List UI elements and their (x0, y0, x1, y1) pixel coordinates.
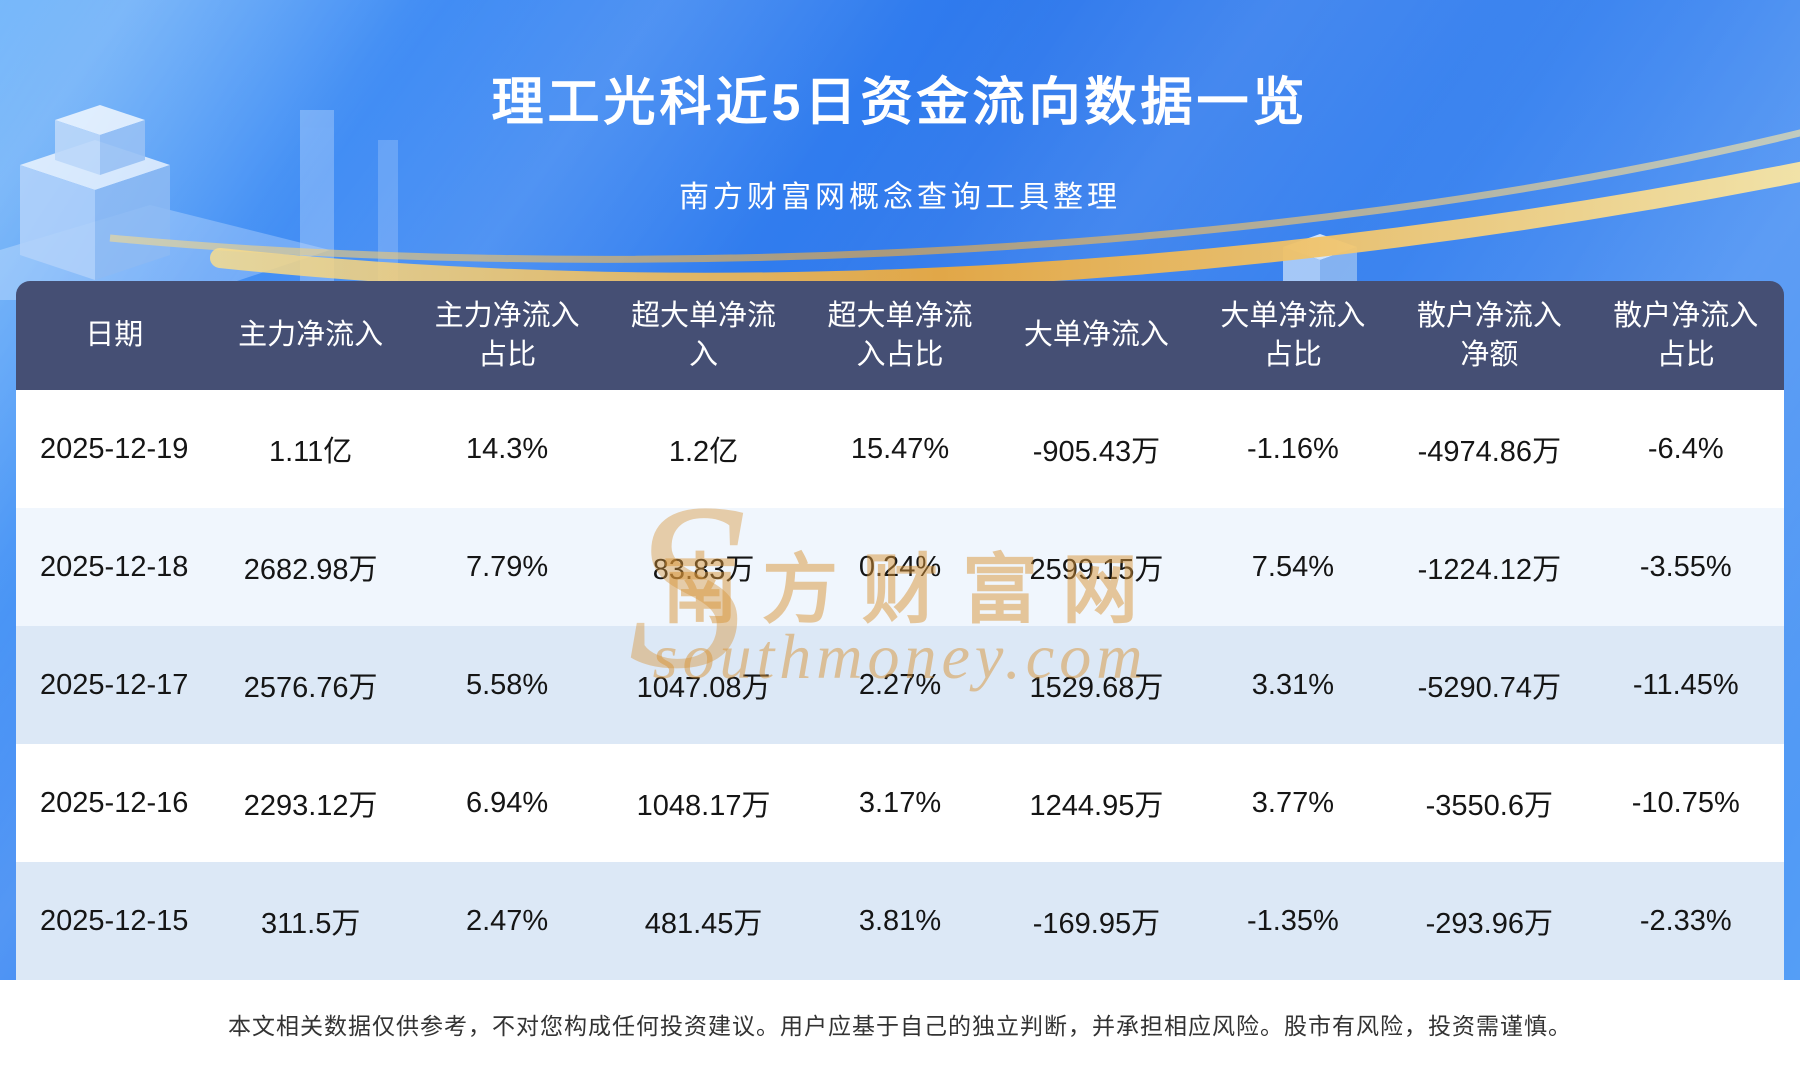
table-row: 2025-12-17 2576.76万 5.58% 1047.08万 2.27% 1529… (16, 626, 1784, 744)
table-cell: 6.94% (465, 786, 549, 819)
table-row: 2025-12-19 1.11亿 14.3% 1.2亿 15.47% -905.43万 -1… (16, 390, 1784, 508)
table-cell: 2293.12万 (243, 790, 378, 822)
page-subtitle: 南方财富网概念查询工具整理 (679, 181, 1121, 214)
table-cell: 0.24% (858, 550, 942, 583)
table-cell: 83.83万 (652, 554, 755, 586)
table-cell: -3550.6万 (1425, 790, 1553, 822)
table-cell: 2599.15万 (1029, 554, 1164, 586)
table-cell: -10.75% (1631, 786, 1740, 819)
table-cell: 2025-12-16 (40, 786, 189, 819)
table-cell: 2.27% (858, 668, 942, 701)
table-cell: 2025-12-15 (40, 904, 189, 937)
table-cell: 5.58% (465, 668, 549, 701)
disclaimer-bar: 本文相关数据仅供参考，不对您构成任何投资建议。用户应基于自己的独立判断，并承担相… (0, 980, 1800, 1068)
fund-flow-table: 日期 主力净流入 主力净流入占比 超大单净流入 超大单净流入占比 大单净流入 大单净流入占比… (16, 281, 1784, 980)
table-cell: 2682.98万 (243, 554, 378, 586)
golden-curve-thin (109, 129, 1800, 263)
table-cell: 2.47% (465, 904, 549, 937)
table-cell: 2025-12-17 (40, 668, 189, 701)
table-cell: 2025-12-18 (40, 550, 189, 583)
table-cell: 3.31% (1251, 668, 1334, 701)
table-cell: -11.45% (1632, 668, 1739, 701)
table-cell: 3.17% (858, 786, 942, 819)
golden-curve (210, 161, 1800, 293)
table-cell: 1.2亿 (668, 436, 739, 468)
table-cell: 311.5万 (260, 908, 361, 940)
table-cell: -293.96万 (1425, 908, 1553, 940)
page-title: 理工光科近5日资金流向数据一览 (491, 74, 1309, 132)
table-cell: 7.54% (1251, 550, 1334, 583)
table-cell: 15.47% (850, 432, 950, 465)
table-cell: -1.35% (1246, 904, 1339, 937)
table-row: 2025-12-15 311.5万 2.47% 481.45万 3.81% -169.95… (16, 862, 1784, 980)
table-cell: 3.81% (858, 904, 942, 937)
table-cell: 3.77% (1251, 786, 1334, 819)
table-row: 2025-12-16 2293.12万 6.94% 1048.17万 3.17% 1244… (16, 744, 1784, 862)
table-cell: -169.95万 (1032, 908, 1161, 940)
table-cell: 1244.95万 (1029, 790, 1164, 822)
column-header: 大单净流入占比 (1220, 300, 1366, 371)
building-blocks-icon (0, 105, 398, 300)
table-cell: 1.11亿 (269, 436, 353, 468)
table-cell: 1048.17万 (636, 790, 771, 822)
column-header: 超大单净流入占比 (827, 300, 973, 371)
table-cell: -3.55% (1639, 550, 1732, 583)
table-cell: 14.3% (465, 432, 549, 465)
table-cell: 7.79% (465, 550, 549, 583)
table-cell: -6.4% (1647, 432, 1724, 465)
column-header: 散户净流入占比 (1613, 300, 1759, 371)
column-header: 大单净流入 (1023, 319, 1169, 352)
table-cell: -1.16% (1246, 432, 1339, 465)
table-cell: 1529.68万 (1029, 672, 1164, 704)
table-cell: -2.33% (1639, 904, 1732, 937)
table-row: 2025-12-18 2682.98万 7.79% 83.83万 0.24% 2599.1… (16, 508, 1784, 626)
table-cell: -905.43万 (1032, 436, 1161, 468)
column-header: 主力净流入 (238, 319, 384, 352)
table-header-row: 日期 主力净流入 主力净流入占比 超大单净流入 超大单净流入占比 大单净流入 大单净流入占比… (16, 281, 1784, 390)
table-cell: 1047.08万 (636, 672, 771, 704)
table-cell: 481.45万 (644, 908, 763, 940)
table-cell: 2576.76万 (243, 672, 378, 704)
column-header: 散户净流入净额 (1416, 300, 1562, 371)
column-header: 超大单净流入 (631, 300, 777, 371)
table-cell: 2025-12-19 (40, 432, 189, 465)
table-cell: -4974.86万 (1417, 436, 1562, 468)
disclaimer-text: 本文相关数据仅供参考，不对您构成任何投资建议。用户应基于自己的独立判断，并承担相… (228, 1013, 1572, 1039)
table-body: 2025-12-19 1.11亿 14.3% 1.2亿 15.47% -905.43万 -1… (16, 390, 1784, 980)
table-cell: -1224.12万 (1417, 554, 1562, 586)
table-cell: -5290.74万 (1417, 672, 1562, 704)
column-header: 日期 (85, 319, 144, 352)
column-header: 主力净流入占比 (434, 300, 580, 371)
